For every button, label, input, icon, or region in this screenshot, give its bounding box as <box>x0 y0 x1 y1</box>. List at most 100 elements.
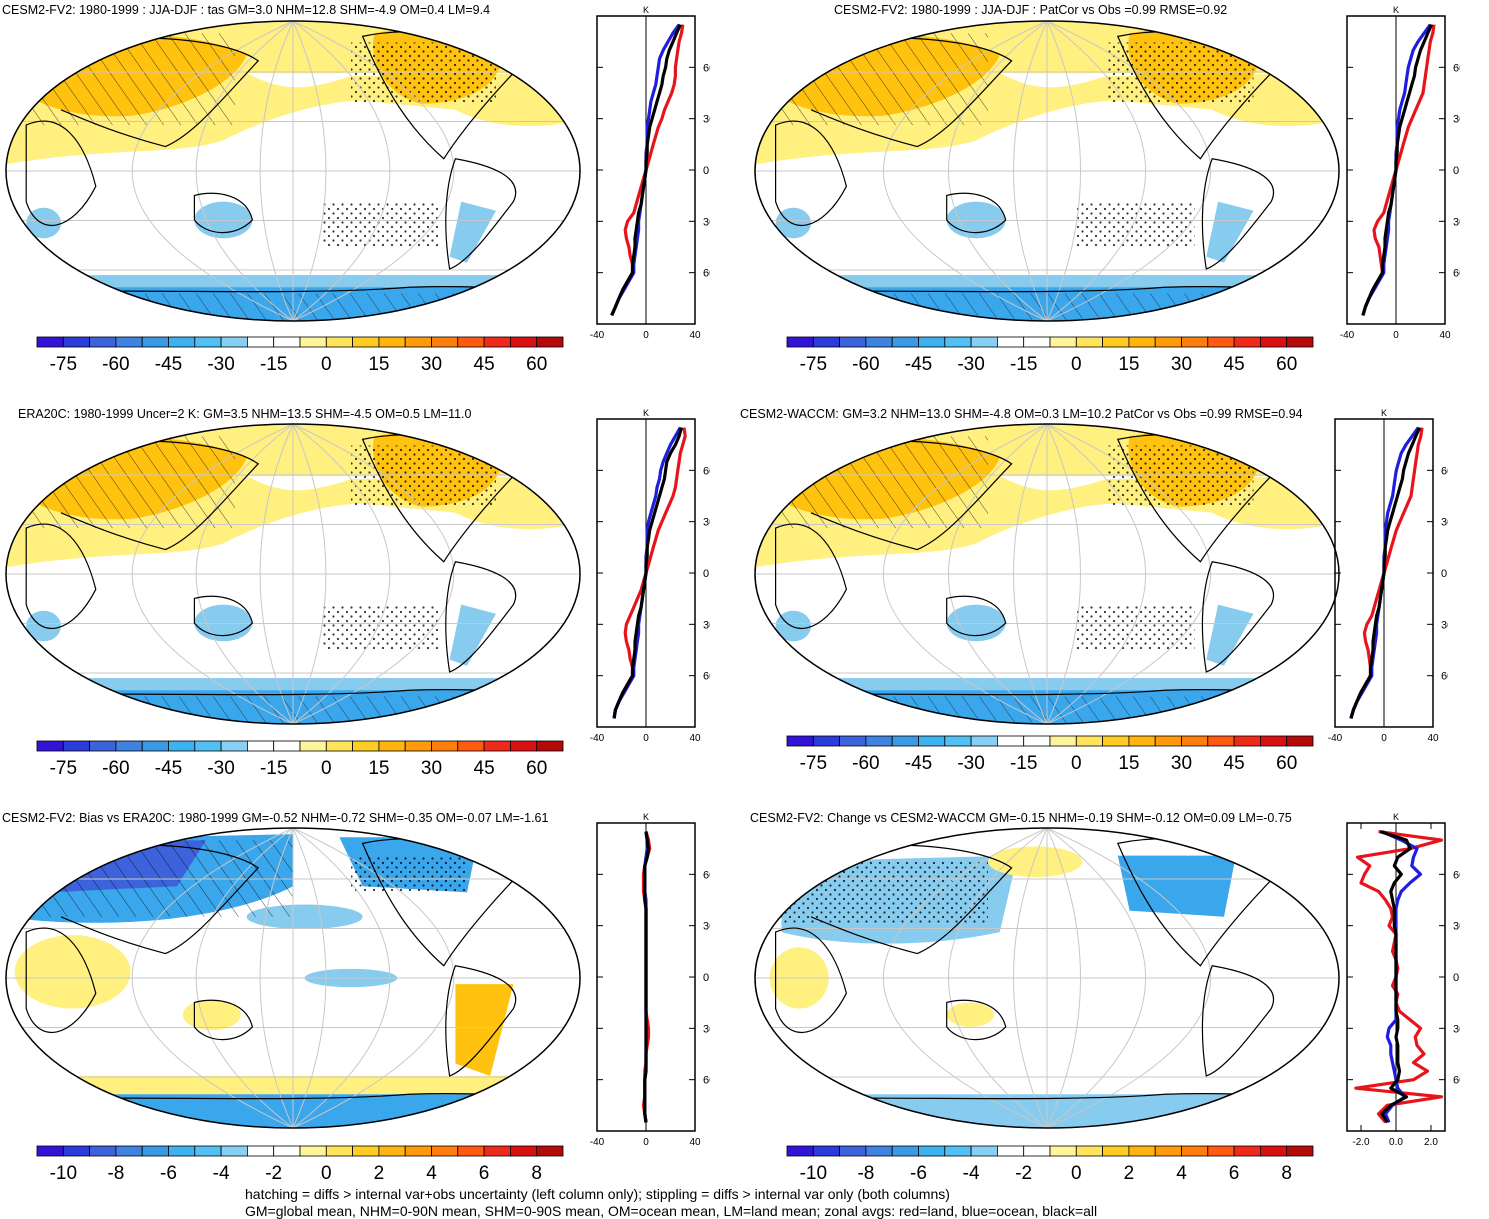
stipple-region <box>351 42 496 104</box>
colorbar-label: 6 <box>1229 1163 1240 1184</box>
map-panel-2 <box>754 20 1340 322</box>
stipple-region <box>781 861 988 923</box>
warm-region-australia <box>946 1002 994 1027</box>
colorbar-2: -75-60-45-30-1501530456075 <box>786 336 1314 375</box>
colorbar-swatch <box>62 1145 90 1157</box>
colorbar-swatch <box>325 336 353 348</box>
colorbar-swatch <box>352 1145 380 1157</box>
cool-samerica <box>449 604 496 666</box>
zonal-unit-label: K <box>643 408 649 418</box>
zonal-panel-5: K -40 0 40 60N 30N 0 30S 60S <box>590 812 710 1148</box>
colorbar-swatch <box>273 740 301 752</box>
colorbar-swatch <box>891 336 919 348</box>
zonal-land-line <box>1349 427 1424 719</box>
zonal-lat-label: 0 <box>703 568 709 580</box>
stipple-region <box>351 855 467 893</box>
colorbar-swatch <box>115 336 143 348</box>
colorbar-label: -45 <box>155 354 182 375</box>
colorbar-swatch <box>378 336 406 348</box>
colorbar-3: -75-60-45-30-1501530456075 <box>36 740 564 779</box>
cool-samerica <box>449 201 496 263</box>
zonal-x-tick-label: 40 <box>1427 733 1439 744</box>
zonal-all-line <box>1361 23 1433 316</box>
hatching-region <box>781 33 988 126</box>
colorbar-label: -30 <box>207 354 234 375</box>
colorbar-swatch <box>839 735 867 747</box>
map-panel-4 <box>754 423 1340 725</box>
warm-region-samerica <box>455 984 514 1076</box>
colorbar-swatch <box>996 336 1025 348</box>
colorbar-label: 45 <box>474 758 495 779</box>
colorbar-swatch <box>1181 735 1209 747</box>
map-panel-6 <box>754 827 1340 1129</box>
colorbar-swatch <box>1181 1145 1209 1157</box>
colorbar-swatch <box>1049 1145 1077 1157</box>
colorbar-label: 0 <box>321 1163 332 1184</box>
stipple-region <box>1076 201 1195 248</box>
colorbar-swatch <box>536 1145 564 1157</box>
coastline <box>946 595 1007 637</box>
zonal-lat-label: 30N <box>1453 921 1460 933</box>
colorbar-label: -30 <box>957 753 984 774</box>
colorbar-swatch <box>431 336 459 348</box>
cool-australia <box>946 604 1006 642</box>
colorbar-label: 30 <box>421 354 442 375</box>
zonal-lat-label: 30N <box>703 517 710 529</box>
colorbar-label: -4 <box>213 1163 230 1184</box>
colorbar-swatch <box>786 1145 814 1157</box>
colorbar-swatch <box>89 1145 117 1157</box>
coastline <box>1201 965 1274 1077</box>
zonal-x-tick-label: -40 <box>590 330 605 341</box>
zonal-x-tick-label: 40 <box>1439 330 1451 341</box>
zonal-lat-label: 60N <box>1453 869 1460 881</box>
colorbar-swatch <box>865 1145 893 1157</box>
colorbar-label: 4 <box>426 1163 437 1184</box>
zonal-land-line <box>1361 24 1436 316</box>
colorbar-swatch <box>891 1145 919 1157</box>
colorbar-label: 0 <box>1071 1163 1082 1184</box>
colorbar-swatch <box>404 1145 432 1157</box>
colorbar-swatch <box>299 1145 327 1157</box>
footer-note-1: hatching = diffs > internal var+obs unce… <box>245 1186 950 1202</box>
zonal-lat-label: 30S <box>1453 216 1460 228</box>
colorbar-label: 6 <box>479 1163 490 1184</box>
colorbar-swatch <box>509 336 538 348</box>
colorbar-label: 0 <box>321 758 332 779</box>
colorbar-swatch <box>1233 735 1261 747</box>
map-border <box>754 423 1340 725</box>
colorbar-swatch <box>1049 735 1077 747</box>
cool-australia <box>946 201 1006 239</box>
colorbar-swatch <box>970 1145 998 1157</box>
colorbar-label: 15 <box>1118 354 1139 375</box>
zonal-lat-label: 60N <box>1453 62 1460 74</box>
colorbar-swatch <box>89 740 117 752</box>
colorbar-swatch <box>325 1145 353 1157</box>
zonal-all-line <box>1379 830 1412 1124</box>
cool-southafrica <box>775 610 811 642</box>
zonal-x-tick-label: -40 <box>1340 330 1355 341</box>
coastline <box>1201 158 1274 270</box>
zonal-lat-label: 30S <box>703 619 710 631</box>
colorbar-swatch <box>970 336 998 348</box>
colorbar-swatch <box>299 740 327 752</box>
coastline <box>1201 561 1274 673</box>
colorbar-label: -15 <box>1010 753 1037 774</box>
colorbar-swatch <box>839 1145 867 1157</box>
coastline <box>445 158 517 270</box>
colorbar-swatch <box>404 336 432 348</box>
zonal-lat-label: 60N <box>1441 465 1448 477</box>
colorbar-label: 60 <box>1276 354 1297 375</box>
zonal-land-line <box>612 427 687 719</box>
colorbar-swatch <box>1259 1145 1288 1157</box>
colorbar-swatch <box>812 735 840 747</box>
coastline <box>25 523 97 630</box>
zonal-lat-label: 60S <box>703 268 710 280</box>
coastline <box>775 120 848 227</box>
colorbar-swatch <box>431 1145 459 1157</box>
colorbar-swatch <box>457 740 485 752</box>
map-border <box>5 423 581 725</box>
zonal-all-line <box>643 831 651 1123</box>
colorbar-swatch <box>194 740 222 752</box>
colorbar-label: -45 <box>155 758 182 779</box>
colorbar-swatch <box>62 336 90 348</box>
